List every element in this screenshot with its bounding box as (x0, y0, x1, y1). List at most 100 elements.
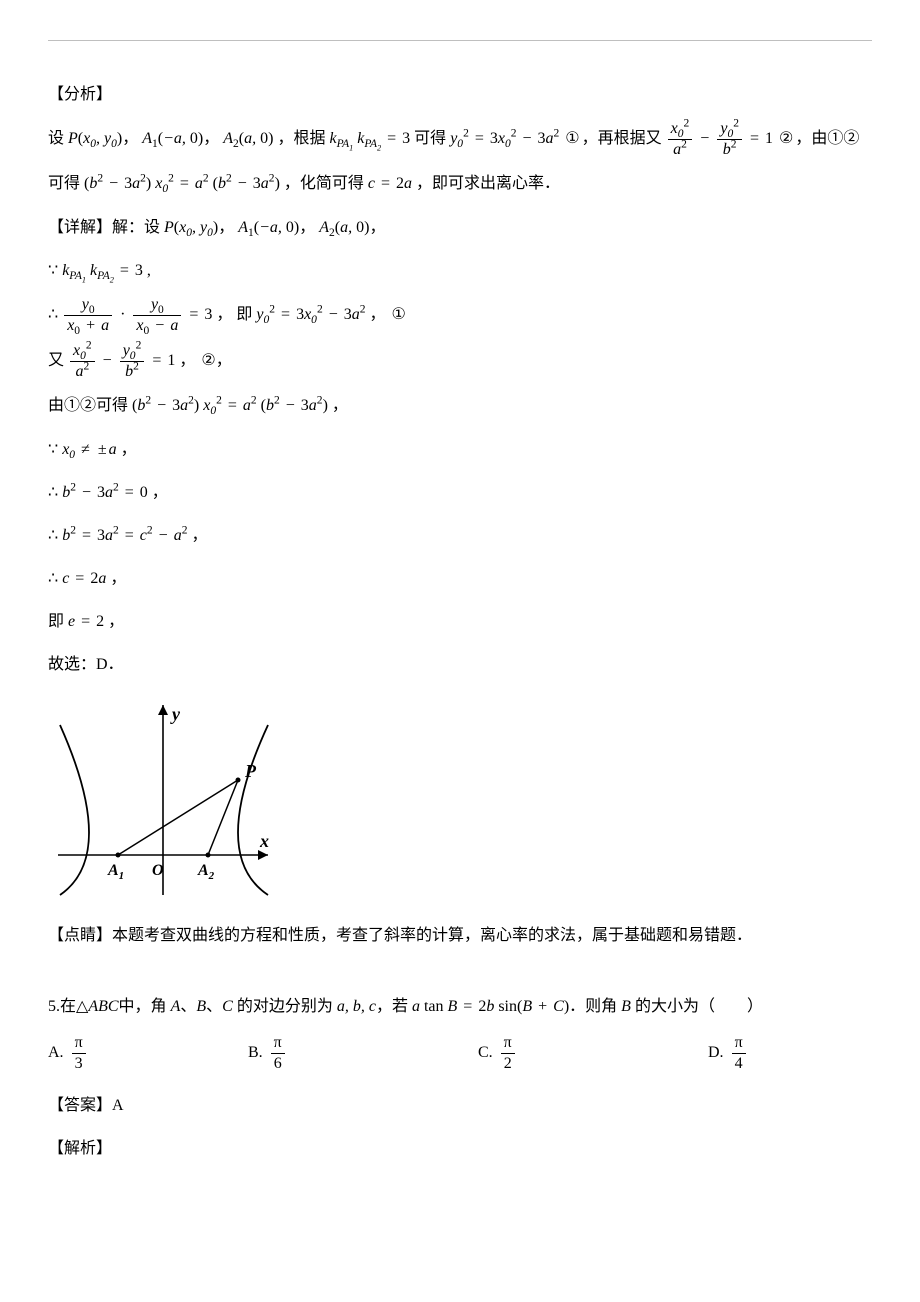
optA-num: π (72, 1034, 86, 1054)
txt: ，即可求出离心率． (416, 175, 560, 192)
frac2: y0 x0 − a (131, 296, 183, 334)
optD-num: π (732, 1034, 746, 1054)
label-P: P (244, 761, 257, 781)
eq1c: = 1 (150, 352, 175, 369)
expr-comb: (b2 − 3a2) x02 = a2 (b2 − 3a2) (84, 175, 280, 192)
detail-label: 【详解】解：设 (48, 219, 164, 236)
eq1: = 1 (748, 130, 773, 147)
expr-b2eq: b2 = 3a2 = c2 − a2 (62, 527, 187, 544)
q5-stem: 5.在△ABC中，角 A、B、C 的对边分别为 a, b, c，若 a tan … (48, 989, 872, 1024)
option-D: D. π 4 (708, 1034, 868, 1072)
q5-options: A. π 3 B. π 6 C. π 2 D. π 4 (48, 1034, 872, 1072)
B: B (196, 998, 206, 1015)
optC-num: π (501, 1034, 515, 1054)
optA-letter: A. (48, 1044, 64, 1062)
step-k: ∵ kPA1 kPA2 = 3 , (48, 253, 872, 288)
txt: 设 (48, 130, 68, 147)
page: 【分析】 设 P(x0, y0)， A1(−a, 0)， A2(a, 0) ，根… (0, 0, 920, 1215)
q5eq: a tan B = 2b sin(B + C) (412, 998, 569, 1015)
step-x0ne: ∵ x0 ≠ ±a ， (48, 432, 872, 467)
sep2: 、 (206, 998, 222, 1015)
txt: 可得 (48, 175, 84, 192)
expr-x0ne: x0 ≠ ±a (62, 441, 116, 458)
diagram-svg: y x P A1 A2 O (48, 695, 278, 905)
eq1b: y02 = 3x02 − 3a2 (256, 306, 365, 323)
circ2: ② (777, 130, 795, 147)
frac-y0b: y02 b2 (715, 120, 744, 158)
optC-den: 2 (501, 1054, 515, 1073)
step-combined: 由①②可得 (b2 − 3a2) x02 = a2 (b2 − 3a2) ， (48, 388, 872, 423)
e-pre: 即 (48, 613, 68, 630)
answer-label: 【答案】 (48, 1097, 112, 1114)
expr-A2: A2(a, 0) (223, 130, 273, 147)
therefore-d: 故选：D． (48, 647, 872, 682)
because2: ∵ (48, 441, 58, 458)
circ1b: ① (390, 306, 408, 323)
expr-A1b: A1(−a, 0) (238, 219, 299, 236)
frac-x0a: x02 a2 (666, 120, 695, 158)
step-b2eq: ∴ b2 = 3a2 = c2 − a2 ， (48, 518, 872, 553)
expr-P2: P(x0, y0) (164, 219, 218, 236)
optA-den: 3 (72, 1054, 86, 1073)
txt: 中，角 (119, 998, 167, 1015)
therefore4: ∴ (48, 570, 58, 587)
expr-A1: A1(−a, 0) (142, 130, 203, 147)
dianjing: 【点睛】本题考查双曲线的方程和性质，考查了斜率的计算，离心率的求法，属于基础题和… (48, 918, 872, 953)
B2: B (621, 998, 631, 1015)
top-rule (48, 40, 872, 41)
because: ∵ (48, 262, 58, 279)
step-fracs: ∴ y0 x0 + a · y0 x0 − a = 3 ， 即 y02 = 3x… (48, 296, 872, 334)
analysis-line-1: 设 P(x0, y0)， A1(−a, 0)， A2(a, 0) ，根据 kPA… (48, 120, 872, 158)
optD-frac: π 4 (730, 1034, 748, 1072)
label-O: O (152, 862, 164, 879)
expr-comb2: (b2 − 3a2) x02 = a2 (b2 − 3a2) (132, 397, 328, 414)
size: 的大小为（ ） (635, 998, 763, 1015)
label-A1: A1 (107, 862, 124, 882)
tri: △ABC (76, 998, 119, 1015)
answer-val: A (112, 1097, 124, 1114)
optB-frac: π 6 (269, 1034, 287, 1072)
dot: · (118, 306, 127, 323)
optC-letter: C. (478, 1044, 493, 1062)
dianjing-label: 【点睛】 (48, 927, 112, 944)
label-A2: A2 (197, 862, 215, 882)
optC-frac: π 2 (499, 1034, 517, 1072)
txt: ，化简可得 (284, 175, 368, 192)
also: 又 (48, 352, 64, 369)
then: ．则角 (569, 998, 617, 1015)
detail-line: 【详解】解：设 P(x0, y0)， A1(−a, 0)， A2(a, 0)， (48, 210, 872, 245)
answer: 【答案】A (48, 1088, 872, 1123)
txt: 可得 (414, 130, 450, 147)
abc: a, b, c (337, 998, 376, 1015)
eq3: = 3 (187, 306, 212, 323)
option-B: B. π 6 (248, 1034, 478, 1072)
optA-frac: π 3 (70, 1034, 88, 1072)
expr-eq1: y02 = 3x02 − 3a2 (450, 130, 559, 147)
circ1: ① (563, 130, 581, 147)
analysis-label: 【分析】 (48, 77, 872, 112)
optB-letter: B. (248, 1044, 263, 1062)
expr-k: kPA1 kPA2 = 3 (329, 130, 410, 147)
step-e2: 即 e = 2 ， (48, 604, 872, 639)
hyperbola-diagram: y x P A1 A2 O (48, 695, 872, 910)
txt: 在 (60, 998, 76, 1015)
therefore3: ∴ (48, 527, 58, 544)
analysis-line-2: 可得 (b2 − 3a2) x02 = a2 (b2 − 3a2) ，化简可得 … (48, 166, 872, 201)
expr-e2: e = 2 (68, 613, 104, 630)
option-A: A. π 3 (48, 1034, 248, 1072)
minus2: − (101, 352, 114, 369)
step-hyp: 又 x02 a2 − y02 b2 = 1 ， ②， (48, 342, 872, 380)
txt: 的对边分别为 (237, 998, 333, 1015)
optB-num: π (271, 1034, 285, 1054)
optB-den: 6 (271, 1054, 285, 1073)
step-c2a: ∴ c = 2a ， (48, 561, 872, 596)
therefore2: ∴ (48, 484, 58, 501)
expr-b23a2: b2 − 3a2 = 0 (62, 484, 148, 501)
C: C (222, 998, 233, 1015)
frac-y0b2: y02 b2 (118, 342, 147, 380)
expr-P: P(x0, y0) (68, 130, 122, 147)
expr-c2a: c = 2a (368, 175, 412, 192)
expr-k2: kPA1 kPA2 = 3 (62, 262, 143, 279)
option-C: C. π 2 (478, 1034, 708, 1072)
optD-den: 4 (732, 1054, 746, 1073)
